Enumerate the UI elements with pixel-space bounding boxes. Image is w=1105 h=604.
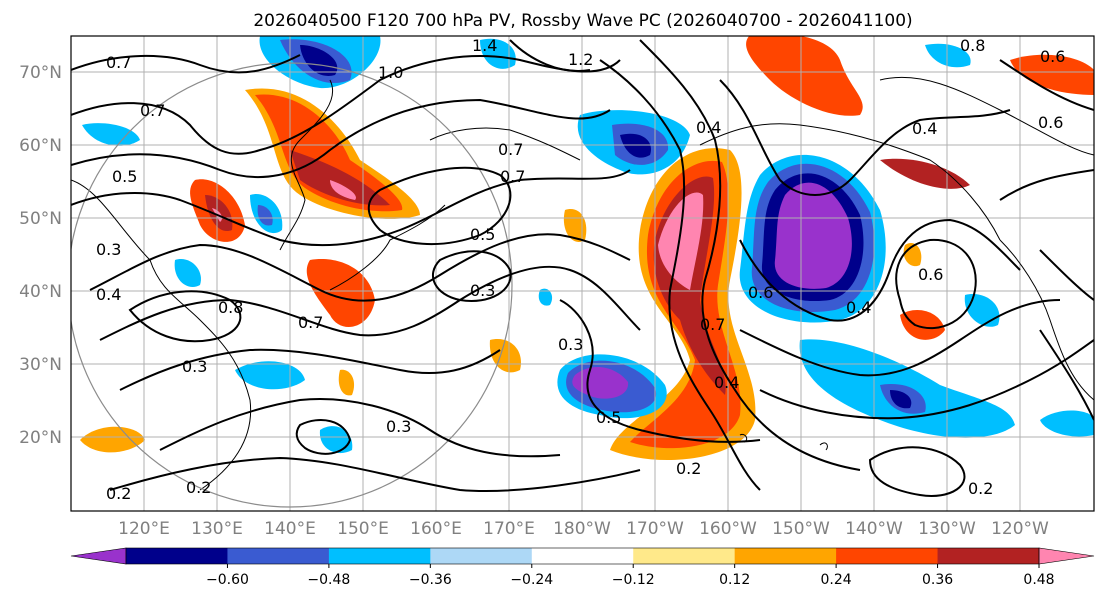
pv-contours [71,39,1094,497]
colorbar-tick-label: 0.24 [821,572,852,588]
colorbar-tick-label: −0.24 [510,572,553,588]
colorbar-swatch [227,548,330,564]
reference-circle [71,62,513,508]
contour-label: 0.7 [298,313,323,332]
contour-label: 0.3 [470,281,495,300]
colorbar-swatch [633,548,736,564]
lon-label: 140°E [264,519,316,539]
contour-label: 0.5 [112,167,137,186]
map-area: 0.7 0.7 1.4 1.0 1.2 0.8 0.6 0.6 0.5 0.3 … [71,36,1094,511]
contour-label: 0.7 [106,53,131,72]
contour-labels: 0.7 0.7 1.4 1.0 1.2 0.8 0.6 0.6 0.5 0.3 … [96,36,1065,503]
lon-label: 170°E [483,519,535,539]
colorbar-outline [125,547,1040,565]
lat-label: 30°N [19,355,62,375]
colorbar-tick-label: 0.36 [922,572,953,588]
colorbar-tick-label: 0.48 [1023,572,1054,588]
contour-label: 0.4 [846,298,871,317]
contour-label: 1.2 [568,50,593,69]
contour-label: 0.6 [748,283,773,302]
contour-label: 0.2 [186,478,211,497]
contour-label: 0.4 [714,373,739,392]
colorbar-swatches [70,547,1095,565]
lon-label: 120°W [991,519,1049,539]
lon-label: 170°W [626,519,684,539]
lat-label: 60°N [19,136,62,156]
contour-label: 0.7 [140,101,165,120]
lon-label: 150°W [772,519,830,539]
colorbar: −0.60 −0.48 −0.36 −0.24 −0.12 0.12 0.24 0.36 0.4… [70,547,1095,588]
colorbar-swatch [328,548,431,564]
contour-label: 0.7 [700,315,725,334]
lon-label: 160°W [699,519,757,539]
contour-label: 0.2 [106,484,131,503]
lat-label: 20°N [19,428,62,448]
contour-label: 0.7 [498,140,523,159]
contour-label: 0.5 [470,225,495,244]
colorbar-swatch [734,548,837,564]
contour-label: 0.3 [386,417,411,436]
lon-label: 120°E [118,519,170,539]
lat-lon-grid [71,36,1094,511]
colorbar-extend-high [1038,547,1095,565]
contour-label: 0.6 [918,265,943,284]
contour-label: 0.4 [696,118,721,137]
colorbar-tick-label: −0.36 [409,572,452,588]
colorbar-swatch [531,548,634,564]
contour-label: 0.6 [1038,113,1063,132]
contour-label: 0.3 [558,335,583,354]
lat-label: 50°N [19,209,62,229]
contour-label: 0.3 [96,240,121,259]
contour-label: 0.4 [96,285,121,304]
lon-label: 180°W [553,519,611,539]
colorbar-tick-label: −0.12 [612,572,655,588]
map-title: 2026040500 F120 700 hPa PV, Rossby Wave … [253,11,912,31]
contour-label: 1.4 [472,36,497,55]
latitude-labels: 70°N 60°N 50°N 40°N 30°N 20°N [19,63,62,448]
lat-label: 70°N [19,63,62,83]
contour-label: 0.4 [912,119,937,138]
contour-label: 0.2 [676,459,701,478]
lon-label: 130°E [191,519,243,539]
colorbar-extend-low [70,547,127,565]
contour-label: 0.8 [218,298,243,317]
colorbar-ticks: −0.60 −0.48 −0.36 −0.24 −0.12 0.12 0.24 0.36 0.4… [206,564,1055,588]
colorbar-swatch [937,548,1040,564]
contour-label: 0.8 [960,36,985,55]
colorbar-swatch [430,548,533,564]
lon-label: 150°E [337,519,389,539]
contour-label: 1.0 [378,63,403,82]
contour-label: 0.2 [968,479,993,498]
contour-label: 0.3 [182,357,207,376]
anomaly-shading [80,36,1094,461]
longitude-labels: 120°E 130°E 140°E 150°E 160°E 170°E 180°… [118,519,1049,539]
contour-label: 0.7 [500,167,525,186]
lon-label: 130°W [918,519,976,539]
contour-label: 0.6 [1040,47,1065,66]
lon-label: 160°E [410,519,462,539]
colorbar-swatch [836,548,939,564]
lon-label: 140°W [845,519,903,539]
colorbar-tick-label: −0.60 [206,572,249,588]
colorbar-tick-label: 0.12 [719,572,750,588]
contour-label: 0.5 [596,408,621,427]
lat-label: 40°N [19,282,62,302]
map-frame [70,35,1095,512]
colorbar-tick-label: −0.48 [307,572,350,588]
colorbar-swatch [126,548,228,564]
